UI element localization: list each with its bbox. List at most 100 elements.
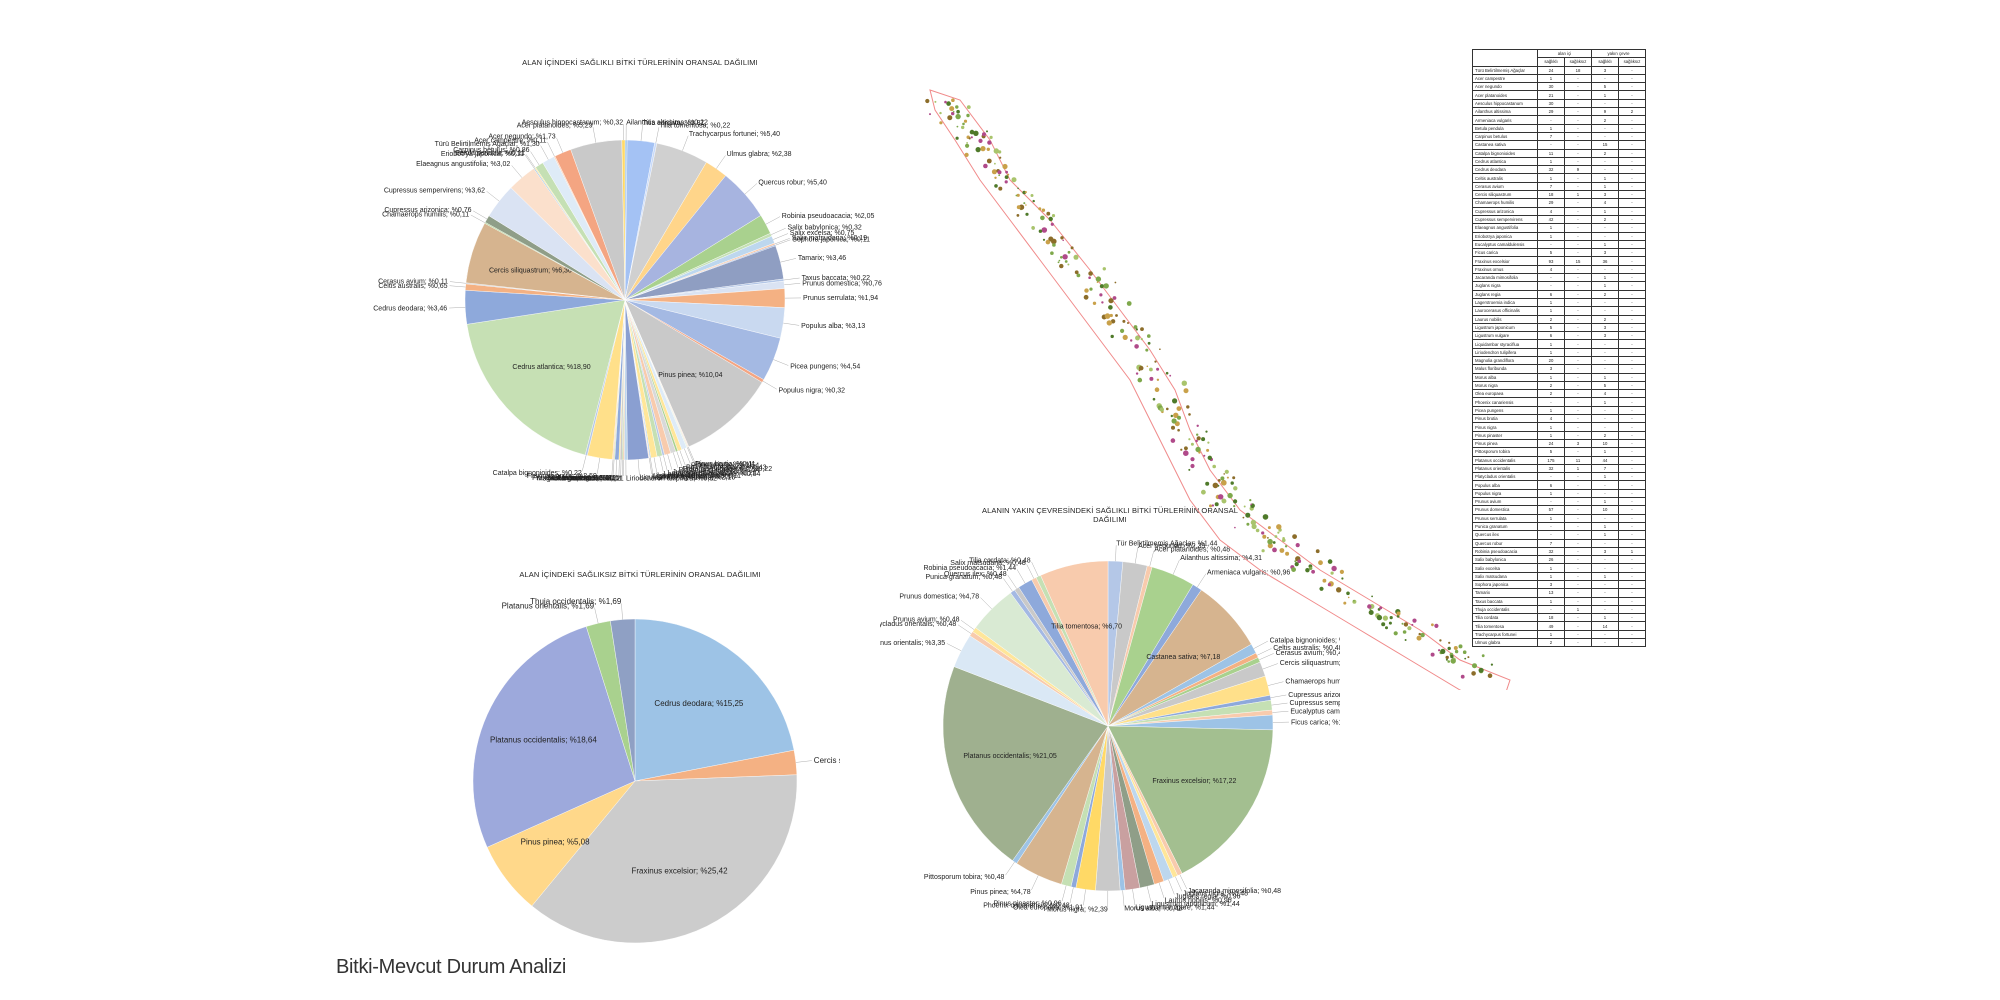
table-cell-count: - <box>1618 447 1646 457</box>
table-cell-species: Cupressus sempervirens <box>1472 214 1538 225</box>
table-cell-count: 1 <box>1537 430 1565 440</box>
tree-marker <box>1051 238 1057 245</box>
table-cell-count: - <box>1537 397 1565 407</box>
tree-marker <box>1101 301 1104 304</box>
pie3-slice-label: Prunus avium; %0,48 <box>893 616 960 623</box>
table-row: Tilia cordata 18-1- <box>1472 613 1646 623</box>
pie3-leader-line <box>1256 648 1272 656</box>
tree-marker <box>1282 538 1286 543</box>
tree-marker <box>1045 239 1051 245</box>
table-cell-count: - <box>1564 563 1592 573</box>
table-cell-count: 1 <box>1537 297 1565 308</box>
table-cell-species: Ailanthus altissima <box>1472 107 1538 117</box>
pie3-slice-label: Acer negundo; %2,39 <box>1138 543 1205 550</box>
table-cell-count: 4 <box>1591 389 1619 399</box>
table-cell-count: - <box>1564 123 1592 133</box>
pie1-leader-line <box>770 228 786 235</box>
tree-marker <box>1227 492 1233 499</box>
table-cell-species: Jacaranda mimosifolia <box>1472 272 1538 283</box>
table-row: Pinus pinaster 1-2- <box>1472 430 1646 440</box>
table-cell-count: - <box>1564 90 1592 100</box>
table-cell-count: - <box>1618 223 1646 233</box>
table-cell-count: 93 <box>1537 256 1565 266</box>
table-row: Salix matsudana 1-1- <box>1472 571 1646 582</box>
table-cell-count: - <box>1618 380 1646 391</box>
pie3-leader-line <box>960 620 975 630</box>
pie1-slice-label: Aesculus hippocastanum; %0,32 <box>522 119 624 126</box>
table-cell-count: - <box>1618 563 1646 573</box>
table-cell-species: Ligustrum vulgare <box>1472 331 1538 341</box>
pie1-slice-label: Platanus occidentalis; %0,22 <box>683 466 773 473</box>
table-cell-count: - <box>1564 181 1592 192</box>
pie3-leader-line <box>1146 886 1152 902</box>
table-cell-species: Thuja occidentalis <box>1472 604 1538 615</box>
table-cell-count: 18 <box>1537 613 1565 623</box>
tree-marker <box>1183 388 1189 394</box>
table-cell-count: 1 <box>1591 372 1619 382</box>
tree-marker <box>1011 177 1017 183</box>
table-cell-species: Salix babylonica <box>1472 555 1538 565</box>
tree-marker <box>1096 281 1099 283</box>
pie2-slice-label: Thuja occidentalis; %1,69 <box>530 597 622 606</box>
table-cell-count: - <box>1591 131 1619 142</box>
table-cell-count: 7 <box>1537 538 1565 548</box>
table-cell-count: - <box>1618 322 1646 333</box>
pie3-leader-line <box>1083 889 1086 906</box>
pie1-slice-label: Cedrus deodara; %3,46 <box>373 306 447 313</box>
table-row: Acer negundo 30-5- <box>1472 82 1646 92</box>
tree-marker <box>1440 648 1446 655</box>
tree-marker <box>1074 270 1079 275</box>
tree-marker <box>1046 211 1051 216</box>
pie1-leader-line <box>556 137 563 153</box>
table-cell-species: Cedrus atlantica <box>1472 156 1538 167</box>
tree-marker <box>998 174 1001 177</box>
tree-marker <box>1166 407 1169 411</box>
tree-marker <box>1458 644 1463 649</box>
pie1-slice-label: Eriobotrya japonica; %0,11 <box>441 151 524 158</box>
pie3-leader-line <box>1031 875 1039 891</box>
pie1-slice <box>466 299 626 456</box>
table-cell-count: - <box>1618 422 1646 432</box>
pie3-leader-line <box>1134 547 1139 564</box>
table-cell-species: Tilia tomentosa <box>1472 621 1538 631</box>
tree-marker <box>1086 296 1089 299</box>
table-cell-count: - <box>1564 173 1592 183</box>
table-row: Lagerstroemia indica 1- - - <box>1472 297 1646 308</box>
tree-marker <box>1032 199 1035 203</box>
table-row: Jacaranda mimosifolia - -1- <box>1472 272 1646 283</box>
table-corner <box>1472 49 1538 67</box>
table-cell-count: - <box>1591 538 1619 548</box>
pie3-leader-line <box>1007 575 1017 589</box>
tree-marker <box>1249 499 1252 502</box>
pie1-slice-label: Taxus baccata; %0,22 <box>802 275 871 282</box>
pie3-slice-label: Eucalyptus camaldulensis; %0,48 <box>1290 708 1340 715</box>
tree-marker <box>1196 436 1201 441</box>
table-cell-count: - <box>1564 322 1592 333</box>
table-cell-species: Pittosporum tobira <box>1472 447 1538 457</box>
tree-marker <box>1165 371 1169 375</box>
pie3-slice-label: Laurus nobilis; %0,96 <box>1165 897 1232 904</box>
table-cell-count: - <box>1591 123 1619 133</box>
pie1-leader-line <box>530 151 540 166</box>
tree-marker <box>1145 348 1149 352</box>
tree-marker <box>1007 173 1010 176</box>
table-cell-count: - <box>1564 621 1592 631</box>
tree-marker <box>1221 480 1227 486</box>
table-cell-species: Olea europaea <box>1472 389 1538 399</box>
tree-marker <box>1067 263 1070 266</box>
pie3-slice-label: Ligustrum japonicum; %1,44 <box>1151 901 1239 908</box>
table-cell-species: Ficus carica <box>1472 248 1538 258</box>
tree-marker <box>1038 229 1043 233</box>
pie3-slice-label: Juglans regia; %0,96 <box>1175 894 1240 901</box>
pie1-leader-line <box>765 216 781 225</box>
pie1-leader-line <box>663 455 668 471</box>
table-row: Elaeagnus angustifolia 1- - - <box>1472 223 1646 233</box>
tree-marker <box>929 113 931 116</box>
table-cell-species: Platycladus orientalis <box>1472 472 1538 482</box>
tree-marker <box>1170 438 1176 443</box>
pie1-slice-label: Juglans regia; %0,65 <box>672 469 737 476</box>
tree-marker <box>1147 341 1151 345</box>
table-cell-count: - <box>1591 480 1619 490</box>
pie3-slice-label: Pinus pinaster; %0,96 <box>993 900 1061 907</box>
